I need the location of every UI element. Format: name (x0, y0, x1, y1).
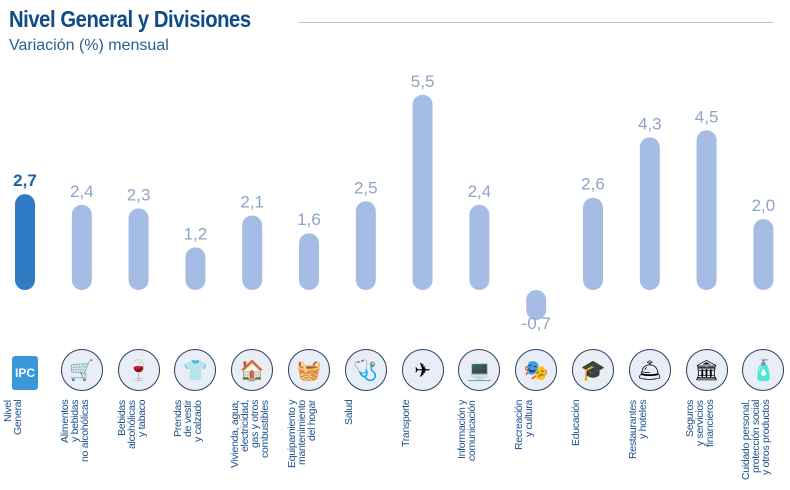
data-label: 4,5 (695, 107, 719, 126)
category-label: Prendas de vestir y calzado (172, 400, 205, 442)
category-label: Salud (342, 400, 355, 426)
bar (412, 94, 433, 290)
chart-title: Nivel General y Divisiones (9, 6, 251, 32)
data-label: 2,5 (354, 178, 378, 197)
data-label: 2,0 (752, 196, 776, 215)
bar (639, 137, 660, 290)
washing-machine-icon: 🧺 (288, 349, 330, 391)
bar (526, 290, 547, 320)
category-label: Vivienda, agua, electricidad, gas y otro… (229, 400, 272, 468)
bar (299, 233, 319, 290)
category-label: Bebidas alcohólicas y tabaco (115, 400, 148, 449)
plane-car-icon: ✈ (401, 349, 444, 391)
bar (583, 197, 603, 290)
data-label: 1,6 (297, 210, 321, 229)
bar (355, 201, 376, 290)
laptop-phone-icon: 💻 (458, 349, 501, 391)
data-label: 2,6 (581, 175, 605, 194)
bar (71, 204, 92, 290)
bar-chart: 2,7 2,4 2,3 1,2 2,1 1,6 2,5 5,5 2,4 -0,7 2,6 4,3 4,5… (13, 72, 776, 333)
data-label: 2,4 (468, 182, 492, 201)
personal-care-icon: 🧴 (742, 349, 785, 391)
category-label: Alimentos y bebidas no alcohólicas (58, 400, 91, 463)
category-label: Información y comunicación (456, 400, 479, 461)
data-label: 2,1 (240, 192, 264, 211)
clothing-icon: 👕 (174, 349, 217, 391)
bar (15, 194, 35, 290)
school-icon: 🎓 (572, 349, 614, 391)
groceries-icon: 🛒 (60, 349, 103, 391)
cloche-icon: 🛎 (628, 349, 671, 391)
bar (753, 219, 774, 290)
category-label: Recreación y cultura (513, 400, 536, 451)
doctor-icon: 🩺 (344, 349, 387, 391)
category-label: Educación (570, 400, 582, 447)
category-label: Transporte (399, 400, 412, 448)
title-divider (298, 22, 773, 23)
bar (242, 215, 263, 290)
category-label: Cuidado personal, protección social y ot… (740, 400, 773, 481)
data-label: 5,5 (411, 72, 435, 91)
data-label: 4,3 (638, 114, 662, 133)
house-utilities-icon: 🏠 (231, 349, 274, 391)
category-label: Restaurantes y hoteles (626, 400, 649, 459)
chart-subtitle: Variación (%) mensual (9, 37, 169, 54)
data-label: 1,2 (184, 224, 208, 243)
bar (128, 208, 149, 290)
data-label: 2,7 (13, 171, 37, 190)
category-label: Nivel General (2, 400, 24, 436)
bank-icon: 🏛 (685, 349, 728, 391)
data-label: 2,4 (70, 182, 94, 201)
bar (696, 130, 717, 290)
data-label: 2,3 (127, 185, 151, 204)
theater-popcorn-icon: 🎭 (515, 349, 558, 391)
bar (469, 204, 490, 290)
ipc-ba-logo-icon: IPC (12, 356, 38, 390)
data-label: -0,7 (522, 314, 551, 333)
category-label: Seguros y servicios financieros (683, 400, 716, 448)
wine-bottle-icon: 🍷 (117, 349, 160, 391)
category-label: Equipamiento y mantenimiento del hogar (286, 400, 318, 469)
bar (185, 247, 206, 290)
